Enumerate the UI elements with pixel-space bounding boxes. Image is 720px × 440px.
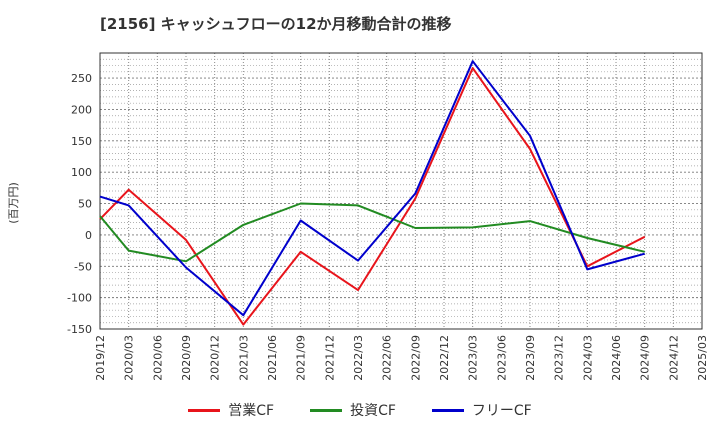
legend-item-operating-cf[interactable]: 営業CF [188,400,274,420]
x-tick-label: 2023/03 [467,335,480,381]
series-line-operating-cf [99,67,646,326]
x-tick-label: 2022/12 [438,335,451,381]
legend-swatch-investing-cf [310,408,343,412]
x-tick-label: 2021/09 [295,335,308,381]
legend-item-free-cf[interactable]: フリーCF [431,400,532,420]
x-tick-label: 2020/06 [151,335,164,381]
legend-label-investing-cf: 投資CF [350,403,396,419]
legend-item-investing-cf[interactable]: 投資CF [310,400,396,420]
x-tick-label: 2021/12 [323,335,336,381]
plot-frame [99,52,703,330]
legend: 営業CF 投資CF フリーCF [0,400,720,420]
y-tick-label: 200 [71,103,92,116]
line-chart: 2019/12 2020/03 2020/06 2020/09 2020/12 2021/… [67,52,709,381]
y-tick-label: 0 [85,229,92,242]
y-tick-label: -150 [67,323,92,336]
x-tick-label: 2024/09 [639,335,652,381]
x-tick-label: 2019/12 [94,335,107,381]
y-tick-label: 100 [71,166,92,179]
y-tick-label: 150 [71,135,92,148]
y-tick-label: 250 [71,72,92,85]
x-tick-label: 2024/06 [610,335,623,381]
legend-label-free-cf: フリーCF [471,403,532,419]
x-tick-label: 2025/03 [696,335,709,381]
y-tick-label: -50 [74,260,92,273]
x-tick-label: 2020/03 [123,335,136,381]
x-tick-label: 2021/03 [237,335,250,381]
x-tick-label: 2022/09 [409,335,422,381]
x-tick-label: 2023/12 [553,335,566,381]
x-tick-label: 2021/06 [266,335,279,381]
x-tick-label: 2020/09 [180,335,193,381]
legend-label-operating-cf: 営業CF [228,403,275,419]
x-tick-label: 2022/03 [352,335,365,381]
y-tick-label: 50 [78,198,92,211]
legend-swatch-free-cf [431,408,464,412]
series-line-free-cf [99,60,645,317]
x-tick-label: 2020/12 [209,335,222,381]
series-line-investing-cf [99,202,645,263]
chart-title: [2156] キャッシュフローの12か月移動合計の推移 [100,15,452,33]
x-tick-label: 2023/09 [524,335,537,381]
x-tick-label: 2022/06 [381,335,394,381]
x-tick-label: 2023/06 [495,335,508,381]
x-tick-label: 2024/03 [581,335,594,381]
x-tick-label: 2024/12 [667,335,680,381]
legend-swatch-operating-cf [188,408,221,412]
y-tick-label: -100 [67,292,92,305]
